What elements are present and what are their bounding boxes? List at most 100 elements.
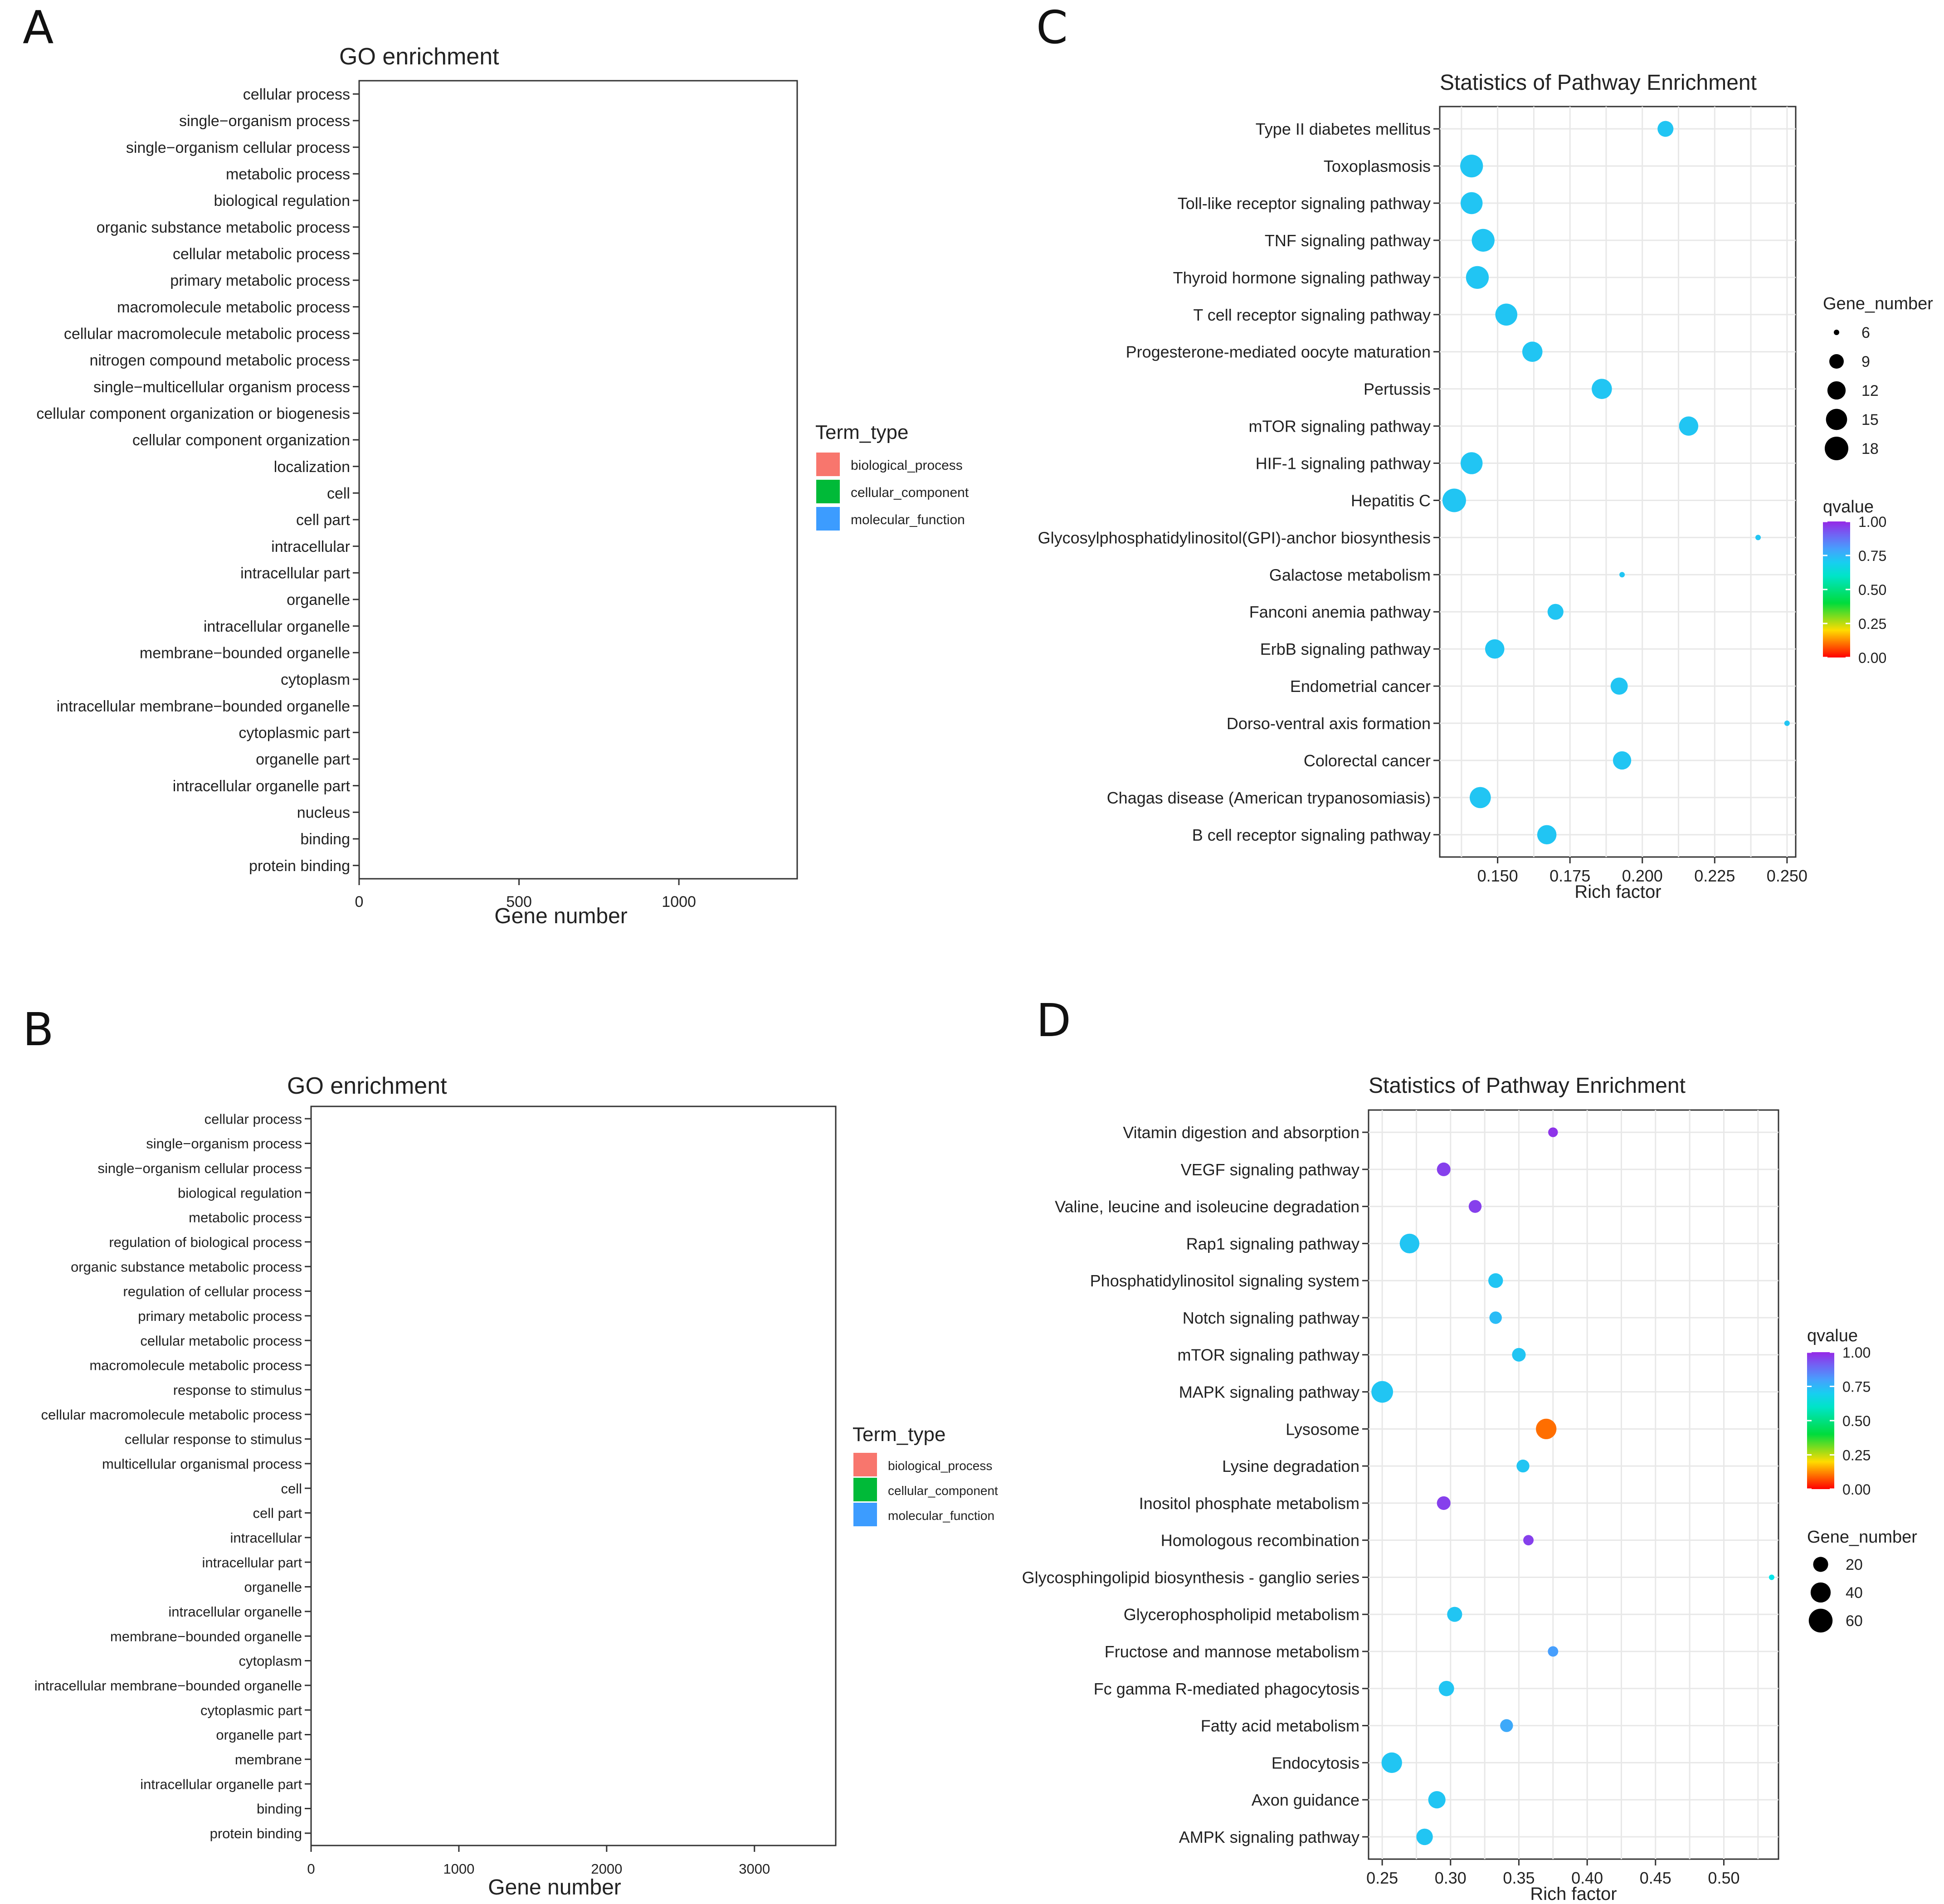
chart-a-y-tick-label: localization <box>274 458 350 476</box>
chart-a-y-tick-label: intracellular <box>271 538 350 555</box>
chart-a-y-tick-label: macromolecule metabolic process <box>117 299 350 316</box>
chart-b-legend-title: Term_type <box>853 1423 945 1446</box>
chart-c-point <box>1537 825 1557 845</box>
chart-b-y-tick-label: intracellular organelle part <box>140 1776 302 1792</box>
chart-b-y-tick-label: organic substance metabolic process <box>71 1259 302 1275</box>
chart-c-point <box>1610 677 1628 695</box>
chart-d-title: Statistics of Pathway Enrichment <box>1369 1074 1686 1098</box>
chart-c-x-tick-label: 0.200 <box>1622 867 1663 885</box>
chart-a-y-tick-label: cellular component organization or bioge… <box>36 405 350 423</box>
chart-d-point <box>1437 1162 1451 1176</box>
chart-a-y-tick-label: organic substance metabolic process <box>97 219 350 236</box>
chart-c-point <box>1466 266 1489 289</box>
chart-d-x-axis-title: Rich factor <box>1530 1884 1617 1904</box>
chart-a-y-tick-label: biological regulation <box>214 192 350 209</box>
chart-a-y-tick-label: intracellular organelle <box>204 618 350 635</box>
chart-c-x-axis-title: Rich factor <box>1574 882 1661 902</box>
chart-d-point <box>1371 1381 1393 1403</box>
chart-d-size-legend-key <box>1810 1582 1831 1603</box>
chart-c-y-tick-label: Toll-like receptor signaling pathway <box>1178 194 1431 213</box>
chart-d-point <box>1769 1574 1774 1580</box>
chart-b-legend-label-cellular_component: cellular_component <box>888 1484 998 1498</box>
chart-d-color-legend-title: qvalue <box>1807 1326 1858 1345</box>
chart-c-y-tick-label: Pertussis <box>1364 380 1431 399</box>
chart-c-size-legend-key <box>1827 381 1846 400</box>
chart-d-y-tick-label: Fructose and mannose metabolism <box>1105 1642 1359 1661</box>
chart-d-y-tick-label: Vitamin digestion and absorption <box>1123 1123 1359 1142</box>
chart-d-y-tick-label: Inositol phosphate metabolism <box>1139 1494 1359 1513</box>
chart-d-size-legend-label: 20 <box>1846 1556 1863 1573</box>
panel-a-bar-chart: GO enrichment 11861082994896889833805804… <box>36 44 969 928</box>
chart-c-point <box>1784 721 1790 726</box>
chart-c-x-tick-label: 0.150 <box>1477 867 1518 885</box>
chart-d-y-tick-label: Notch signaling pathway <box>1183 1309 1359 1327</box>
chart-c-colorbar-tick-label: 1.00 <box>1858 514 1886 530</box>
chart-c-y-tick-label: Toxoplasmosis <box>1324 157 1431 175</box>
chart-d-point <box>1500 1719 1513 1732</box>
chart-b-y-tick-label: intracellular <box>230 1530 302 1546</box>
chart-b-y-tick-label: cytoplasm <box>239 1653 302 1669</box>
chart-d-x-tick-label: 0.35 <box>1503 1869 1535 1887</box>
chart-a-y-tick-label: cellular process <box>243 86 350 103</box>
chart-c-y-tick-label: Progesterone-mediated oocyte maturation <box>1126 343 1431 361</box>
chart-c-y-tick-label: Thyroid hormone signaling pathway <box>1173 268 1431 287</box>
chart-b-y-tick-label: protein binding <box>210 1826 302 1841</box>
chart-c-y-tick-label: TNF signaling pathway <box>1265 231 1431 250</box>
chart-d-size-legend-key <box>1808 1608 1833 1633</box>
chart-a-title: GO enrichment <box>339 44 499 70</box>
chart-c-size-legend-label: 9 <box>1861 353 1870 370</box>
chart-d-point <box>1523 1535 1534 1546</box>
chart-d-y-tick-label: Glycerophospholipid metabolism <box>1124 1605 1359 1624</box>
chart-b-x-tick-label: 3000 <box>739 1861 770 1877</box>
chart-a-legend-title: Term_type <box>815 421 908 443</box>
chart-c-y-tick-label: Fanconi anemia pathway <box>1249 603 1431 621</box>
chart-d-size-legend-label: 60 <box>1846 1612 1863 1630</box>
chart-a-plot-frame <box>358 80 798 880</box>
chart-a-y-tick-label: primary metabolic process <box>170 272 350 289</box>
chart-a-legend-key-biological_process <box>816 453 840 476</box>
chart-c-legend: Gene_number qvalue 6 9 12 15 18 1.00 0.75 0.50 0… <box>1823 294 1933 666</box>
chart-a-y-tick-label: organelle <box>287 591 350 609</box>
chart-d-colorbar-tick-label: 0.00 <box>1842 1481 1871 1498</box>
chart-b-y-tick-label: binding <box>257 1801 302 1817</box>
chart-d-point <box>1399 1233 1420 1254</box>
chart-d-x-tick-label: 0.50 <box>1708 1869 1739 1887</box>
chart-d-point <box>1437 1496 1451 1510</box>
chart-a-y-tick-label: organelle part <box>256 751 350 768</box>
chart-d-point <box>1428 1791 1446 1809</box>
panel-c-bubble-chart: Statistics of Pathway Enrichment Type II… <box>1038 71 1934 902</box>
chart-d-point <box>1416 1828 1433 1846</box>
chart-c-colorbar-tick-label: 0.75 <box>1858 548 1886 564</box>
chart-d-point <box>1488 1273 1503 1288</box>
chart-a-legend-label-molecular_function: molecular_function <box>851 512 965 527</box>
chart-c-y-tick-label: Dorso-ventral axis formation <box>1227 714 1431 733</box>
chart-d-point <box>1548 1646 1559 1657</box>
chart-b-legend-label-molecular_function: molecular_function <box>888 1509 994 1523</box>
chart-b-y-tick-label: cellular process <box>205 1111 302 1127</box>
chart-c-point <box>1613 751 1632 770</box>
chart-c-point <box>1460 154 1483 178</box>
chart-d-point <box>1489 1311 1502 1324</box>
chart-a-y-tick-label: cytoplasmic part <box>239 725 350 742</box>
chart-a-y-tick-label: binding <box>300 831 350 848</box>
chart-d-point <box>1468 1200 1482 1213</box>
chart-d-y-tick-label: Lysine degradation <box>1222 1457 1359 1475</box>
chart-a-x-axis-title: Gene number <box>494 904 628 928</box>
chart-a-y-tick-label: metabolic process <box>226 166 350 183</box>
chart-c-y-tick-label: Chagas disease (American trypanosomiasis… <box>1107 789 1431 807</box>
chart-c-size-legend-title: Gene_number <box>1823 294 1933 313</box>
chart-b-y-tick-label: cell part <box>253 1505 302 1521</box>
chart-a-x-tick-label: 0 <box>355 893 364 911</box>
chart-c-x-tick-label: 0.225 <box>1694 867 1735 885</box>
chart-d-point <box>1381 1752 1402 1773</box>
chart-c-y-tick-label: Endometrial cancer <box>1290 677 1431 696</box>
panel-letter-c: C <box>1036 1 1068 54</box>
chart-c-size-legend-label: 6 <box>1861 324 1870 341</box>
chart-b-y-tick-label: metabolic process <box>189 1210 302 1226</box>
chart-c-y-tick-label: Galactose metabolism <box>1269 565 1431 584</box>
chart-a-y-tick-label: cellular metabolic process <box>173 246 350 263</box>
chart-b-y-tick-label: single−organism process <box>146 1136 302 1152</box>
chart-d-colorbar-tick-label: 0.50 <box>1842 1413 1871 1429</box>
chart-b-y-tick-label: intracellular part <box>202 1554 302 1570</box>
chart-c-x-tick-label: 0.175 <box>1549 867 1590 885</box>
